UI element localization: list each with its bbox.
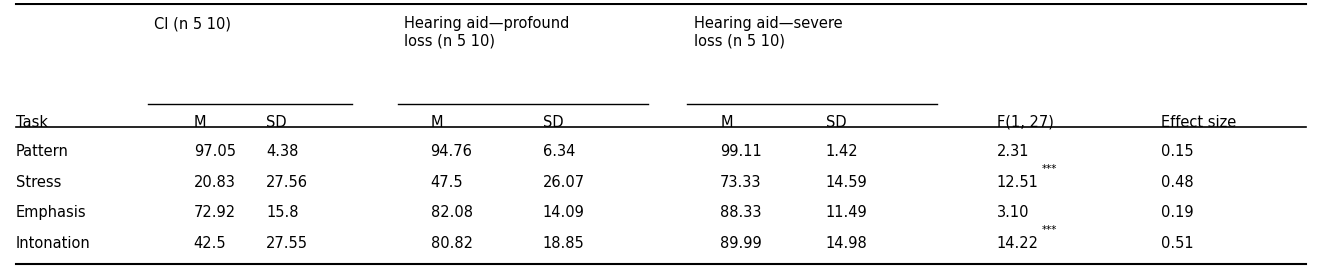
Text: 73.33: 73.33: [720, 175, 761, 190]
Text: SD: SD: [542, 115, 563, 130]
Text: M: M: [720, 115, 732, 130]
Text: Stress: Stress: [16, 175, 61, 190]
Text: ***: ***: [1042, 164, 1056, 174]
Text: Pattern: Pattern: [16, 144, 69, 159]
Text: 4.38: 4.38: [266, 144, 299, 159]
Text: 88.33: 88.33: [720, 205, 761, 220]
Text: 94.76: 94.76: [431, 144, 472, 159]
Text: 6.34: 6.34: [542, 144, 575, 159]
Text: 18.85: 18.85: [542, 236, 584, 251]
Text: 27.56: 27.56: [266, 175, 308, 190]
Text: 0.15: 0.15: [1161, 144, 1194, 159]
Text: 26.07: 26.07: [542, 175, 584, 190]
Text: 20.83: 20.83: [193, 175, 235, 190]
Text: 14.59: 14.59: [825, 175, 867, 190]
Text: 15.8: 15.8: [266, 205, 299, 220]
Text: 42.5: 42.5: [193, 236, 226, 251]
Text: 1.42: 1.42: [825, 144, 858, 159]
Text: 27.55: 27.55: [266, 236, 308, 251]
Text: 72.92: 72.92: [193, 205, 235, 220]
Text: F(1, 27): F(1, 27): [997, 115, 1054, 130]
Text: 82.08: 82.08: [431, 205, 473, 220]
Text: 0.19: 0.19: [1161, 205, 1194, 220]
Text: 11.49: 11.49: [825, 205, 867, 220]
Text: Intonation: Intonation: [16, 236, 91, 251]
Text: 89.99: 89.99: [720, 236, 761, 251]
Text: 14.22: 14.22: [997, 236, 1039, 251]
Text: SD: SD: [266, 115, 287, 130]
Text: 97.05: 97.05: [193, 144, 235, 159]
Text: Task: Task: [16, 115, 48, 130]
Text: 0.51: 0.51: [1161, 236, 1194, 251]
Text: M: M: [193, 115, 206, 130]
Text: 47.5: 47.5: [431, 175, 463, 190]
Text: 14.09: 14.09: [542, 205, 584, 220]
Text: 2.31: 2.31: [997, 144, 1030, 159]
Text: 14.98: 14.98: [825, 236, 867, 251]
Text: 0.48: 0.48: [1161, 175, 1194, 190]
Text: Effect size: Effect size: [1161, 115, 1236, 130]
Text: SD: SD: [825, 115, 846, 130]
Text: ***: ***: [1042, 225, 1056, 235]
Text: CI (n 5 10): CI (n 5 10): [155, 16, 231, 31]
Text: Hearing aid—profound
loss (n 5 10): Hearing aid—profound loss (n 5 10): [405, 16, 570, 48]
Text: 12.51: 12.51: [997, 175, 1039, 190]
Text: 80.82: 80.82: [431, 236, 473, 251]
Text: 99.11: 99.11: [720, 144, 761, 159]
Text: M: M: [431, 115, 443, 130]
Text: Hearing aid—severe
loss (n 5 10): Hearing aid—severe loss (n 5 10): [694, 16, 842, 48]
Text: Emphasis: Emphasis: [16, 205, 86, 220]
Text: 3.10: 3.10: [997, 205, 1030, 220]
